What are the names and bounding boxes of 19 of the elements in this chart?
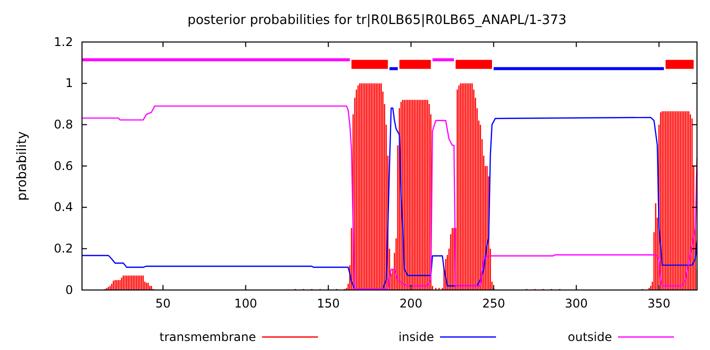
x-tick-label: 300	[564, 296, 588, 311]
x-tick-label: 350	[648, 296, 670, 311]
y-tick-label: 0.6	[54, 158, 73, 173]
x-tick-label: 200	[400, 296, 422, 311]
y-tick-label: 0.2	[54, 242, 73, 256]
chart-title: posterior probabilities for tr|R0LB65|R0LB65_ANAPL/1-373	[187, 13, 567, 28]
x-tick-label: 250	[482, 296, 506, 311]
x-tick-label: 50	[155, 296, 171, 311]
legend-label: inside	[398, 330, 434, 344]
y-tick-label: 0.4	[54, 200, 73, 214]
y-tick-label: 0.8	[54, 118, 73, 132]
legend-label: transmembrane	[159, 330, 256, 344]
y-tick-label: 0	[65, 282, 73, 297]
legend-label: outside	[568, 330, 612, 344]
y-tick-label: 1.2	[54, 34, 73, 49]
x-tick-label: 100	[234, 296, 258, 311]
y-axis-title: probability	[15, 131, 30, 201]
x-tick-label: 150	[316, 296, 340, 311]
y-tick-label: 1	[65, 76, 73, 90]
